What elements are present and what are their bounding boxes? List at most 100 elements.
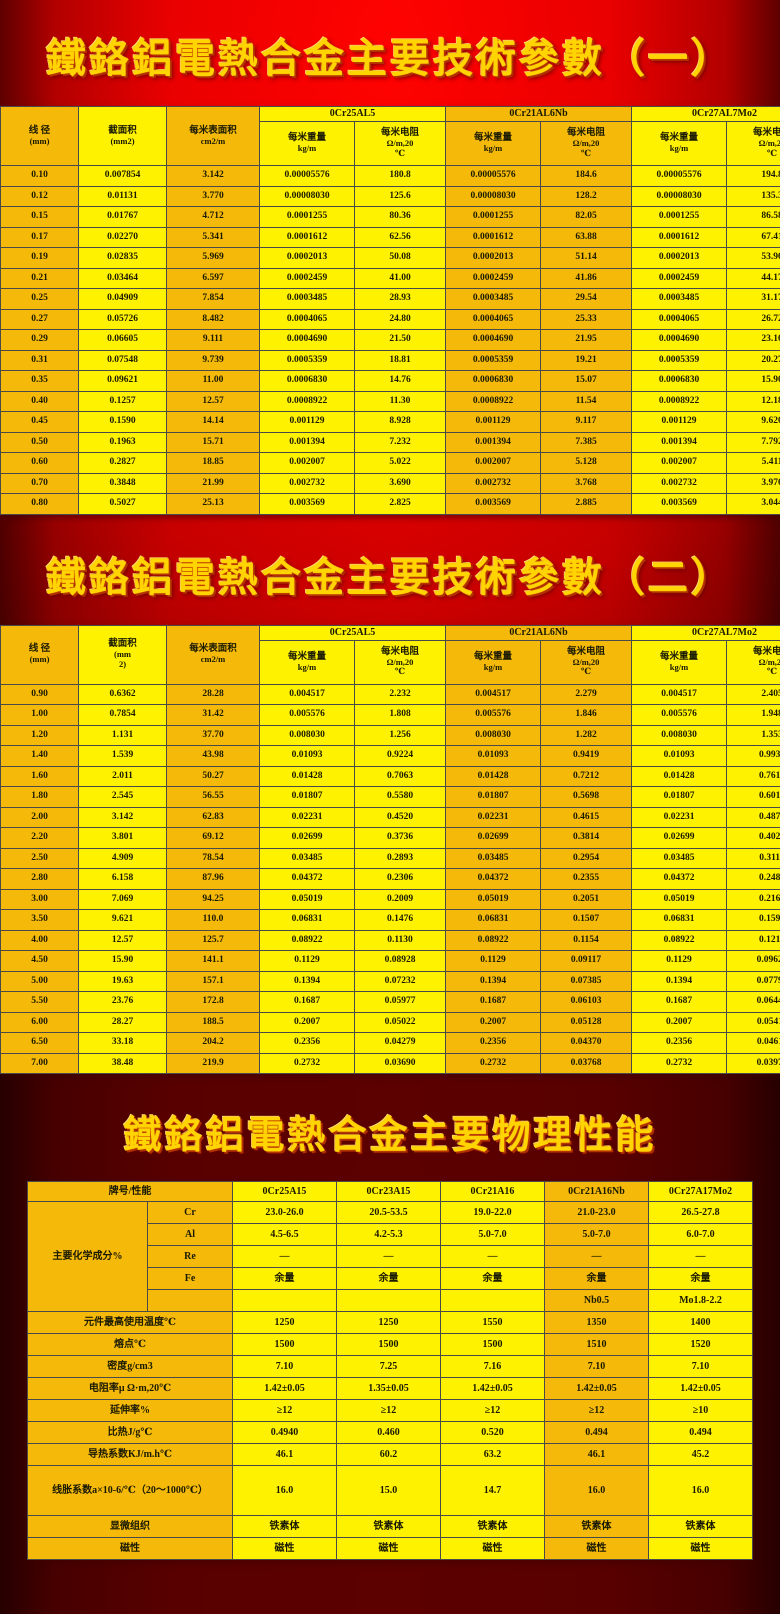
header-weight-0: 每米重量 kg/m bbox=[259, 121, 355, 166]
phys-chem-cell: — bbox=[336, 1245, 441, 1268]
cell-section-area: 0.01767 bbox=[78, 206, 167, 228]
header-wire-diameter: 线 径 (mm) bbox=[0, 624, 79, 685]
cell-resistance-1: 1.846 bbox=[540, 704, 632, 726]
cell-resistance-0: 0.08928 bbox=[354, 950, 446, 972]
cell-weight-0: 0.00005576 bbox=[259, 165, 355, 187]
cell-weight-0: 0.06831 bbox=[259, 909, 355, 931]
cell-weight-0: 0.04372 bbox=[259, 868, 355, 890]
cell-surface-area: 204.2 bbox=[166, 1032, 260, 1054]
cell-weight-2: 0.0006830 bbox=[631, 370, 727, 392]
cell-weight-1: 0.0001612 bbox=[445, 226, 541, 248]
cell-resistance-0: 0.2306 bbox=[354, 868, 446, 890]
header-section-area: 截面积 (mm2) bbox=[78, 106, 167, 166]
params-table-part-2: 线 径 (mm) 截面积 (mm 2) 每米表面积 cm2/m 0Cr25AL5… bbox=[0, 624, 780, 1074]
cell-resistance-1: 0.4615 bbox=[540, 806, 632, 828]
cell-section-area: 6.158 bbox=[78, 868, 167, 890]
cell-section-area: 0.1257 bbox=[78, 390, 167, 412]
header-resistance-2: 每米电阻 Ω/m,20 ℃ bbox=[726, 121, 780, 166]
phys-property-cell: 磁性 bbox=[232, 1537, 337, 1560]
cell-weight-0: 0.02231 bbox=[259, 806, 355, 828]
phys-column-header-4: 0Cr27A17Mo2 bbox=[648, 1181, 753, 1202]
cell-wire-diameter: 0.35 bbox=[0, 370, 79, 392]
phys-property-label: 电阻率μ Ω·m,20℃ bbox=[27, 1377, 233, 1400]
phys-property-cell: 14.7 bbox=[440, 1465, 545, 1516]
cell-resistance-0: 5.022 bbox=[354, 452, 446, 474]
table-row: 0.90 0.6362 28.28 0.004517 2.232 0.004517 2.27… bbox=[0, 683, 780, 705]
cell-resistance-1: 0.2051 bbox=[540, 888, 632, 910]
cell-weight-2: 0.08922 bbox=[631, 929, 727, 951]
cell-weight-2: 0.002007 bbox=[631, 452, 727, 474]
cell-weight-0: 0.0001612 bbox=[259, 226, 355, 248]
table-row: 0.27 0.05726 8.482 0.0004065 24.80 0.0004065 2… bbox=[0, 308, 780, 330]
cell-surface-area: 110.0 bbox=[166, 909, 260, 931]
table-row: 6.00 28.27 188.5 0.2007 0.05022 0.2007 0.05128… bbox=[0, 1011, 780, 1033]
phys-chem-row-label bbox=[147, 1289, 233, 1312]
cell-weight-0: 0.08922 bbox=[259, 929, 355, 951]
cell-surface-area: 125.7 bbox=[166, 929, 260, 951]
cell-weight-0: 0.0005359 bbox=[259, 349, 355, 371]
cell-resistance-2: 0.04611 bbox=[726, 1032, 780, 1054]
phys-property-cell: 63.2 bbox=[440, 1443, 545, 1466]
cell-section-area: 19.63 bbox=[78, 970, 167, 992]
header-weight-1: 每米重量 kg/m bbox=[445, 639, 541, 685]
cell-resistance-2: 0.03976 bbox=[726, 1052, 780, 1074]
cell-resistance-1: 0.07385 bbox=[540, 970, 632, 992]
cell-resistance-1: 0.05128 bbox=[540, 1011, 632, 1033]
cell-section-area: 0.1590 bbox=[78, 411, 167, 433]
cell-weight-0: 0.03485 bbox=[259, 847, 355, 869]
cell-wire-diameter: 0.15 bbox=[0, 206, 79, 228]
phys-property-cell: 7.16 bbox=[440, 1355, 545, 1378]
header-alloy-0: 0Cr25AL5 bbox=[259, 106, 446, 122]
cell-resistance-2: 86.58 bbox=[726, 206, 780, 228]
cell-weight-0: 0.01428 bbox=[259, 765, 355, 787]
cell-wire-diameter: 6.00 bbox=[0, 1011, 79, 1033]
cell-weight-2: 0.1394 bbox=[631, 970, 727, 992]
phys-property-cell: 15.0 bbox=[336, 1465, 441, 1516]
cell-weight-1: 0.06831 bbox=[445, 909, 541, 931]
header-resistance-2: 每米电阻 Ω/m,20 ℃ bbox=[726, 639, 780, 685]
cell-weight-1: 0.003569 bbox=[445, 493, 541, 515]
cell-weight-1: 0.1394 bbox=[445, 970, 541, 992]
cell-weight-2: 0.2356 bbox=[631, 1032, 727, 1054]
cell-surface-area: 6.597 bbox=[166, 267, 260, 289]
cell-wire-diameter: 0.21 bbox=[0, 267, 79, 289]
table-row: 0.60 0.2827 18.85 0.002007 5.022 0.002007 5.12… bbox=[0, 452, 780, 474]
cell-section-area: 0.5027 bbox=[78, 493, 167, 515]
page-title-params-2: 鐵鉻鋁電熱合金主要技術參數（二） bbox=[46, 553, 734, 601]
phys-property-cell: 铁素体 bbox=[232, 1515, 337, 1538]
cell-weight-1: 0.0005359 bbox=[445, 349, 541, 371]
cell-weight-1: 0.00008030 bbox=[445, 185, 541, 207]
cell-resistance-2: 0.4025 bbox=[726, 827, 780, 849]
phys-chem-cell: — bbox=[544, 1245, 649, 1268]
table-row: 密度g/cm3 7.10 7.25 7.16 7.10 7.10 bbox=[27, 1355, 753, 1378]
cell-resistance-1: 0.03768 bbox=[540, 1052, 632, 1074]
phys-property-cell: 1510 bbox=[544, 1333, 649, 1356]
phys-chem-cell: 4.2-5.3 bbox=[336, 1223, 441, 1246]
cell-section-area: 1.131 bbox=[78, 724, 167, 746]
cell-resistance-0: 2.825 bbox=[354, 493, 446, 515]
cell-weight-2: 0.02231 bbox=[631, 806, 727, 828]
cell-resistance-1: 0.1154 bbox=[540, 929, 632, 951]
phys-chem-cell: 26.5-27.8 bbox=[648, 1201, 753, 1224]
header-row-sub: 每米重量 kg/m 每米电阻 Ω/m,20 ℃ 每米重量 kg/m 每米电阻 Ω… bbox=[1, 121, 780, 166]
cell-section-area: 33.18 bbox=[78, 1032, 167, 1054]
cell-weight-2: 0.0004065 bbox=[631, 308, 727, 330]
cell-resistance-0: 11.30 bbox=[354, 390, 446, 412]
phys-corner-label: 牌号/性能 bbox=[27, 1181, 233, 1202]
phys-column-header-2: 0Cr21A16 bbox=[440, 1181, 545, 1202]
table-row: 0.50 0.1963 15.71 0.001394 7.232 0.001394 7.38… bbox=[0, 431, 780, 453]
cell-resistance-2: 31.17 bbox=[726, 288, 780, 310]
header-alloy-2: 0Cr27AL7Mo2 bbox=[631, 106, 780, 122]
cell-section-area: 15.90 bbox=[78, 950, 167, 972]
cell-wire-diameter: 0.25 bbox=[0, 288, 79, 310]
cell-resistance-2: 2.405 bbox=[726, 683, 780, 705]
cell-weight-0: 0.01093 bbox=[259, 745, 355, 767]
phys-chem-row-label: Al bbox=[147, 1223, 233, 1246]
cell-resistance-1: 9.117 bbox=[540, 411, 632, 433]
phys-chem-cell: 6.0-7.0 bbox=[648, 1223, 753, 1246]
cell-resistance-1: 184.6 bbox=[540, 165, 632, 187]
cell-resistance-2: 0.3117 bbox=[726, 847, 780, 869]
phys-property-cell: 16.0 bbox=[232, 1465, 337, 1516]
cell-surface-area: 172.8 bbox=[166, 991, 260, 1013]
cell-resistance-2: 0.9939 bbox=[726, 745, 780, 767]
